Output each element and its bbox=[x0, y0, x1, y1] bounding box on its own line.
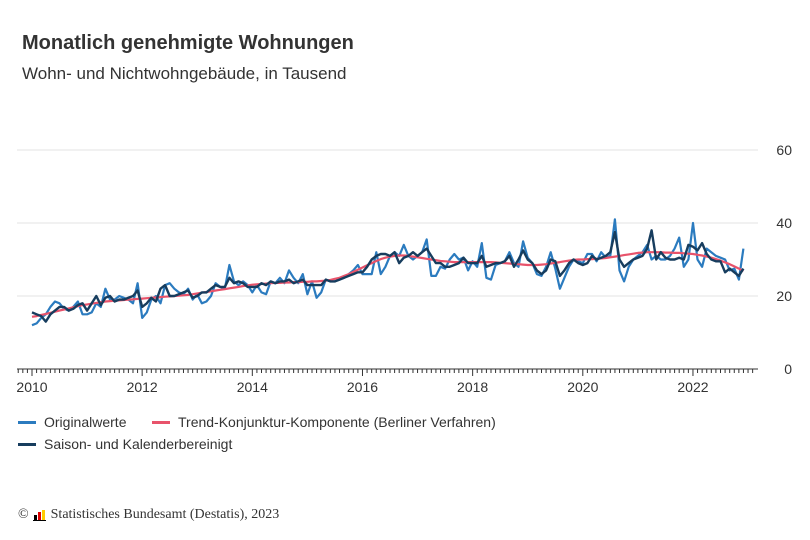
y-tick-label: 40 bbox=[776, 215, 792, 231]
legend-item-seasonal[interactable]: Saison- und Kalenderbereinigt bbox=[18, 436, 232, 452]
legend-label: Saison- und Kalenderbereinigt bbox=[44, 436, 233, 452]
x-tick-label: 2020 bbox=[567, 379, 598, 395]
x-tick-label: 2012 bbox=[127, 379, 158, 395]
legend-item-trend[interactable]: Trend-Konjunktur-Komponente (Berliner Ve… bbox=[152, 414, 496, 430]
legend-swatch bbox=[18, 442, 36, 446]
chart-subtitle: Wohn- und Nichtwohngebäude, in Tausend bbox=[22, 64, 347, 83]
destatis-logo-icon bbox=[32, 510, 46, 521]
legend-swatch bbox=[152, 420, 170, 424]
copyright-symbol: © bbox=[18, 507, 29, 522]
x-tick-label: 2016 bbox=[347, 379, 378, 395]
y-tick-label: 0 bbox=[784, 361, 792, 377]
chart-title: Monatlich genehmigte Wohnungen bbox=[22, 32, 354, 54]
source-text: Statistisches Bundesamt (Destatis), 2023 bbox=[50, 507, 280, 522]
x-tick-label: 2022 bbox=[677, 379, 708, 395]
x-tick-label: 2014 bbox=[237, 379, 268, 395]
footer-source: © Statistisches Bundesamt (Destatis), 20… bbox=[18, 507, 279, 523]
y-tick-label: 20 bbox=[776, 288, 792, 304]
legend-label: Trend-Konjunktur-Komponente (Berliner Ve… bbox=[178, 414, 496, 430]
y-tick-label: 60 bbox=[776, 142, 792, 158]
series-line-seasonal-adjusted bbox=[31, 229, 745, 323]
series-line-original bbox=[31, 218, 745, 327]
legend-swatch bbox=[18, 420, 36, 424]
legend-item-original[interactable]: Originalwerte bbox=[18, 414, 126, 430]
x-tick-label: 2010 bbox=[16, 379, 47, 395]
legend-label: Originalwerte bbox=[44, 414, 127, 430]
x-tick-label: 2018 bbox=[457, 379, 488, 395]
